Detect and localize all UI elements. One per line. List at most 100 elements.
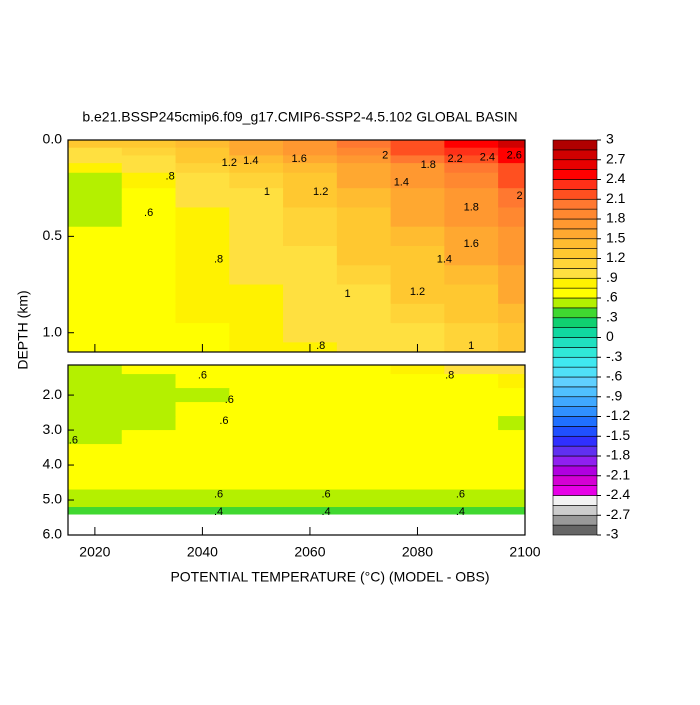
contour-cell	[336, 489, 392, 498]
contour-cell	[444, 265, 499, 286]
colorbar-label: -.9	[606, 387, 623, 403]
contour-cell	[498, 507, 526, 515]
contour-cell	[121, 374, 177, 389]
contour-cell	[444, 246, 499, 266]
colorbar-box	[552, 327, 598, 338]
contour-cell	[121, 246, 177, 266]
colorbar-box	[552, 198, 598, 210]
contour-cell	[175, 140, 230, 149]
contour-cell	[390, 226, 445, 247]
contour-cell	[336, 402, 392, 417]
contour-cell	[444, 188, 499, 208]
colorbar-label: -.6	[606, 368, 623, 384]
colorbar-box	[552, 238, 598, 249]
colorbar-label: .6	[606, 289, 618, 305]
colorbar-label: .9	[606, 269, 618, 285]
contour-cell	[175, 388, 230, 403]
contour-cell	[229, 402, 284, 417]
contour-cell	[229, 444, 284, 466]
contour-label: 1.6	[292, 153, 307, 165]
contour-cell	[121, 147, 177, 156]
contour-label: 1.4	[437, 253, 452, 265]
chart-title: b.e21.BSSP245cmip6.f09_g17.CMIP6-SSP2-4.…	[82, 109, 517, 125]
colorbar-box	[552, 169, 598, 180]
colorbar-box	[552, 317, 598, 328]
colorbar-label: .3	[606, 308, 618, 324]
colorbar-label: -.3	[606, 348, 623, 364]
contour-cell	[229, 155, 284, 164]
colorbar-box	[552, 435, 598, 447]
contour-cell	[175, 163, 230, 174]
contour-cell	[283, 172, 338, 189]
contour-label: 1.4	[394, 176, 409, 188]
contour-label: 2.2	[447, 153, 462, 165]
contour-cell	[444, 284, 499, 305]
contour-cell	[336, 246, 392, 266]
contour-cell	[121, 188, 177, 208]
contour-cell	[229, 416, 284, 431]
contour-cell	[121, 430, 177, 445]
contour-cell	[175, 507, 230, 515]
contour-label: 1.2	[410, 286, 425, 298]
contour-cell	[498, 388, 526, 403]
contour-cell	[283, 155, 338, 164]
contour-cell	[283, 430, 338, 445]
contour-cell	[498, 323, 526, 343]
contour-cell	[68, 284, 123, 305]
contour-cell	[336, 265, 392, 286]
contour-cell	[283, 265, 338, 286]
contour-cell	[336, 284, 392, 305]
colorbar-box	[552, 287, 598, 299]
y-tick-label: 0.5	[43, 227, 63, 243]
contour-cell	[68, 147, 123, 156]
contour-label: 1.2	[313, 186, 328, 198]
contour-cell	[444, 402, 499, 417]
colorbar-box	[552, 189, 598, 200]
contour-cell	[175, 323, 230, 343]
contour-cell	[229, 507, 284, 515]
contour-cell	[444, 163, 499, 174]
y-tick-label: 4.0	[43, 456, 63, 472]
contour-cell	[229, 284, 284, 305]
contour-cell	[336, 188, 392, 208]
contour-cell	[68, 226, 123, 247]
contour-cell	[390, 163, 445, 174]
contour-cell	[121, 163, 177, 174]
contour-cell	[68, 172, 123, 189]
colorbar-box	[552, 455, 598, 467]
contour-cell	[68, 323, 123, 343]
colorbar-label: -1.5	[606, 427, 630, 443]
contour-cell	[68, 365, 123, 375]
contour-cell	[121, 265, 177, 286]
colorbar-box	[552, 406, 598, 417]
contour-label: .8	[166, 171, 175, 183]
contour-cell	[390, 507, 445, 515]
contour-cell	[336, 507, 392, 515]
x-tick-label: 2100	[509, 544, 540, 560]
colorbar-box	[552, 524, 598, 536]
contour-cell	[175, 284, 230, 305]
contour-cell	[229, 140, 284, 149]
contour-cell	[336, 388, 392, 403]
colorbar-box	[552, 495, 598, 506]
y-tick-label: 3.0	[43, 421, 63, 437]
contour-cell	[68, 444, 123, 466]
contour-cell	[444, 507, 499, 515]
contour-cell	[336, 140, 392, 149]
contour-cell	[283, 303, 338, 324]
colorbar-box	[552, 248, 598, 259]
contour-cell	[68, 140, 123, 149]
contour-cell	[68, 163, 123, 174]
contour-cell	[121, 416, 177, 431]
contour-label: 2.4	[480, 151, 495, 163]
contour-cell	[121, 342, 177, 353]
contour-cell	[121, 323, 177, 343]
contour-label: 1.2	[222, 157, 237, 169]
contour-label: .8	[316, 340, 325, 352]
contour-cell	[498, 416, 526, 431]
colorbar-box	[552, 297, 598, 309]
contour-cell	[444, 374, 499, 389]
colorbar-label: 2.1	[606, 190, 626, 206]
contour-cell	[283, 323, 338, 343]
colorbar-box	[552, 347, 598, 358]
